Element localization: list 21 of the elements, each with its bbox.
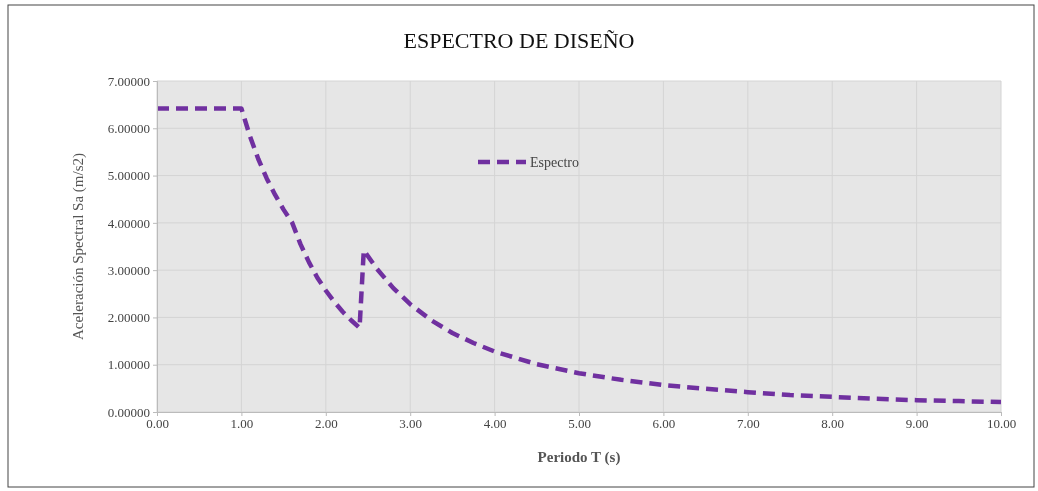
x-tick-label: 10.00 [986,416,1017,432]
y-tick-label: 6.00000 [107,120,150,136]
y-tick-label: 4.00000 [107,215,150,231]
x-tick-label: 9.00 [905,416,929,432]
y-tick-label: 5.00000 [107,168,150,184]
legend-label: Espectro [530,155,579,170]
x-tick-label: 5.00 [568,416,591,432]
x-axis-title: Periodo T (s) [537,449,621,466]
y-axis-title: Aceleración Spectral Sa (m/s2) [70,152,87,341]
x-tick-label: 6.00 [652,416,676,432]
chart-title: ESPECTRO DE DISEÑO [403,28,635,53]
y-tick-label: 2.00000 [107,310,150,326]
x-tick-label: 7.00 [736,416,760,432]
x-tick-label: 2.00 [314,416,338,432]
y-tick-label: 7.00000 [107,73,150,89]
y-tick-label: 3.00000 [107,262,150,278]
x-tick-label: 1.00 [230,416,254,432]
x-tick-label: 8.00 [821,416,845,432]
x-tick-label: 3.00 [399,416,423,432]
x-tick-label: 4.00 [483,416,507,432]
y-tick-label: 1.00000 [107,357,150,373]
